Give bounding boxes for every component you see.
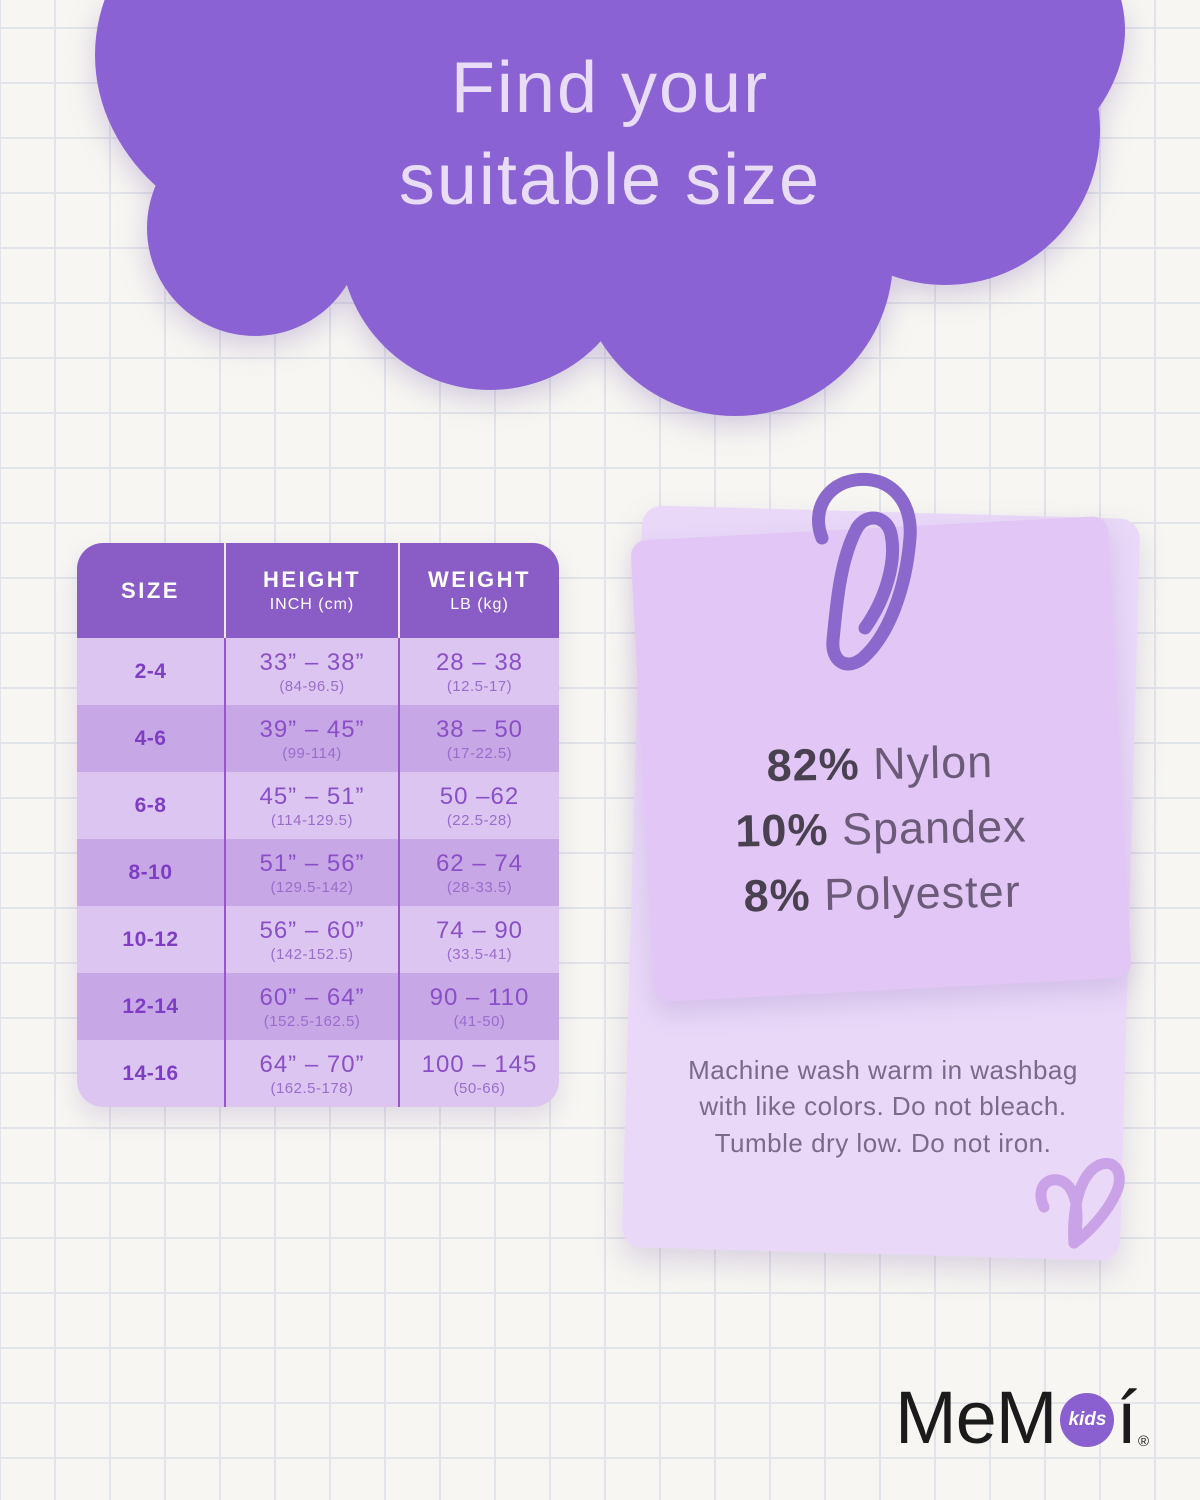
material-line: 82% Nylon bbox=[640, 728, 1119, 801]
table-row: 2-4 33” – 38” (84-96.5) 28 – 38 (12.5-17… bbox=[77, 638, 559, 705]
brand-logo: MeM kids í ® bbox=[895, 1376, 1150, 1459]
table-row: 14-16 64” – 70” (162.5-178) 100 – 145 (5… bbox=[77, 1040, 559, 1107]
material-line: 8% Polyester bbox=[643, 857, 1122, 930]
table-row: 4-6 39” – 45” (99-114) 38 – 50 (17-22.5) bbox=[77, 705, 559, 772]
care-instructions: Machine wash warm in washbag with like c… bbox=[688, 1055, 1078, 1158]
material-name: Nylon bbox=[859, 736, 994, 790]
material-name: Polyester bbox=[810, 865, 1022, 920]
logo-text-mem: MeM bbox=[895, 1376, 1057, 1459]
heart-doodle-icon bbox=[1035, 1157, 1125, 1249]
material-line: 10% Spandex bbox=[641, 793, 1120, 866]
kids-badge: kids bbox=[1060, 1392, 1115, 1447]
material-percent: 82% bbox=[766, 738, 861, 791]
page-title: Find your suitable size bbox=[160, 42, 1060, 226]
column-header-weight: WEIGHT LB (kg) bbox=[398, 543, 559, 638]
column-header-size: SIZE bbox=[121, 577, 180, 603]
title-line-1: Find your bbox=[450, 48, 770, 128]
table-row: 6-8 45” – 51” (114-129.5) 50 –62 (22.5-2… bbox=[77, 772, 559, 839]
logo-text-i: í bbox=[1116, 1376, 1137, 1459]
table-row: 10-12 56” – 60” (142-152.5) 74 – 90 (33.… bbox=[77, 906, 559, 973]
table-row: 12-14 60” – 64” (152.5-162.5) 90 – 110 (… bbox=[77, 973, 559, 1040]
cloud-shape bbox=[95, 0, 1125, 416]
material-percent: 10% bbox=[734, 803, 829, 857]
size-table-header: SIZE HEIGHT INCH (cm) WEIGHT LB (kg) bbox=[77, 543, 559, 638]
size-table: SIZE HEIGHT INCH (cm) WEIGHT LB (kg) 2-4… bbox=[77, 543, 559, 1107]
registered-mark: ® bbox=[1138, 1432, 1150, 1450]
column-header-height: HEIGHT INCH (cm) bbox=[224, 543, 398, 638]
title-line-2: suitable size bbox=[398, 140, 822, 221]
fabric-composition: 82% Nylon 10% Spandex 8% Polyester bbox=[640, 728, 1121, 931]
paperclip-icon bbox=[812, 472, 917, 671]
material-name: Spandex bbox=[828, 800, 1028, 855]
table-row: 8-10 51” – 56” (129.5-142) 62 – 74 (28-3… bbox=[77, 839, 559, 906]
material-percent: 8% bbox=[743, 868, 812, 921]
